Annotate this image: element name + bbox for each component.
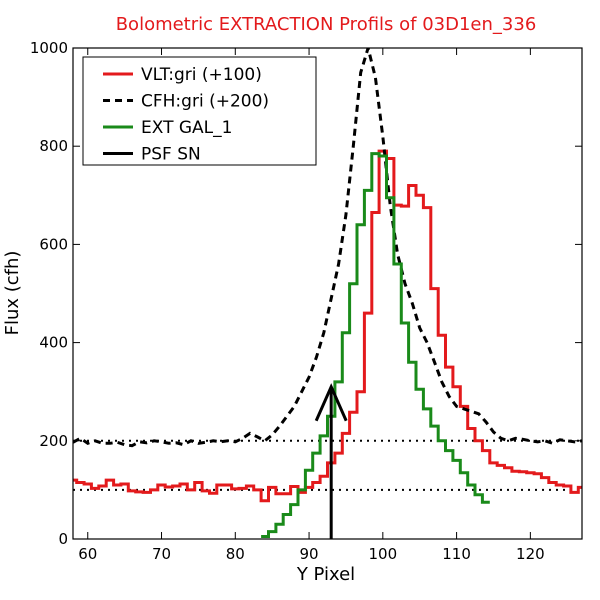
x-tick-label: 100 — [369, 545, 398, 563]
y-tick-label: 400 — [39, 334, 68, 352]
plot-frame — [72, 47, 583, 540]
y-tick-label: 1000 — [30, 39, 68, 57]
y-tick-label: 200 — [39, 432, 68, 450]
series-line-1 — [73, 48, 582, 448]
series-line-0 — [73, 149, 582, 503]
y-axis-label: Flux (cfh) — [2, 251, 23, 336]
x-tick-label: 120 — [516, 545, 545, 563]
legend-label: EXT GAL_1 — [141, 118, 232, 138]
psf-arrow-head — [314, 383, 348, 422]
plot-area — [73, 48, 582, 539]
x-tick-label: 60 — [78, 545, 97, 563]
x-tick-label: 80 — [226, 545, 245, 563]
axes: 60 70 80 90 100 110 120 0 200 400 600 800 1000 — [30, 39, 583, 563]
x-tick-label: 110 — [442, 545, 471, 563]
x-tick-label: 90 — [300, 545, 319, 563]
legend-label: CFH:gri (+200) — [141, 92, 269, 112]
chart-title: Bolometric EXTRACTION Profils of 03D1en_… — [116, 14, 537, 35]
legend: VLT:gri (+100) CFH:gri (+200) EXT GAL_1 PSF… — [82, 56, 317, 166]
y-tick-label: 600 — [39, 235, 68, 253]
legend-label: PSF SN — [141, 145, 201, 165]
series-line-2 — [261, 152, 490, 538]
x-axis-label: Y Pixel — [296, 564, 355, 585]
legend-label: VLT:gri (+100) — [141, 65, 262, 85]
y-tick-label: 800 — [39, 137, 68, 155]
y-tick-label: 0 — [58, 530, 68, 548]
x-tick-label: 70 — [152, 545, 171, 563]
plot-marks — [73, 48, 582, 539]
